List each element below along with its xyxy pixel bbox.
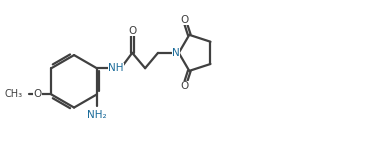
- Text: NH: NH: [108, 63, 123, 73]
- Text: O: O: [33, 89, 42, 99]
- Text: O: O: [180, 15, 188, 25]
- Text: NH₂: NH₂: [87, 110, 107, 120]
- Text: N: N: [172, 48, 180, 58]
- Text: O: O: [180, 81, 188, 91]
- Text: CH₃: CH₃: [5, 89, 23, 99]
- Text: O: O: [128, 26, 137, 36]
